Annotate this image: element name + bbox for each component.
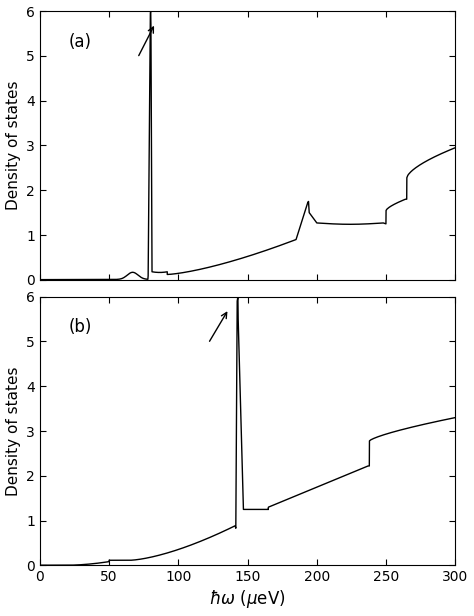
Text: (b): (b)	[69, 318, 92, 336]
Text: (a): (a)	[69, 33, 92, 51]
X-axis label: $\hbar\omega$ ($\mu$eV): $\hbar\omega$ ($\mu$eV)	[210, 588, 286, 610]
Y-axis label: Density of states: Density of states	[6, 367, 20, 496]
Y-axis label: Density of states: Density of states	[6, 81, 20, 210]
